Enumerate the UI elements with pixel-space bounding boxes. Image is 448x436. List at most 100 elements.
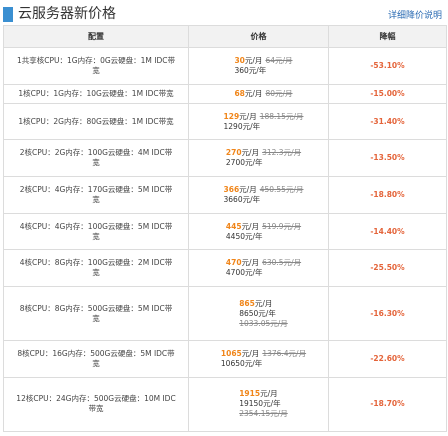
- drop-cell: -14.40%: [328, 212, 447, 251]
- price-cell: 68元/月 80元/月: [188, 83, 329, 104]
- price-cell: 30元/月 64元/月 360元/年: [188, 47, 329, 85]
- table-row: 2核CPU：4G内存：170G云硬盘：5M IDC带宽 366元/月 450.55元…: [3, 176, 447, 214]
- old-monthly-price: 519.9元/月: [262, 221, 302, 231]
- month-unit: 元/月: [260, 389, 278, 399]
- yearly-price: 3660元/年: [223, 194, 261, 204]
- month-unit: 元/月: [239, 184, 257, 194]
- table-row: 2核CPU：2G内存：100G云硬盘：4M IDC带宽 270元/月 312.3元/…: [3, 139, 447, 178]
- config-cell: 1核CPU：1G内存：10G云硬盘：1M IDC带宽: [3, 83, 189, 104]
- yearly-price: 4450元/年: [225, 231, 263, 241]
- table-row: 1核CPU：2G内存：80G云硬盘：1M IDC带宽 129元/月 188.15元/…: [3, 102, 447, 141]
- monthly-price-line: 366元/月 450.55元/月: [224, 185, 304, 195]
- price-cell: 865元/月 8650元/年 1033.05元/月: [188, 286, 329, 342]
- month-unit: 元/月: [244, 88, 263, 98]
- month-unit: 元/月: [241, 148, 260, 158]
- config-cell: 4核CPU：8G内存：100G云硬盘：2M IDC带宽: [3, 249, 189, 288]
- monthly-price-line: 445元/月 519.9元/月: [226, 222, 301, 232]
- monthly-price-line: 129元/月 188.15元/月: [224, 112, 304, 122]
- drop-cell: -25.50%: [328, 249, 447, 288]
- month-unit: 元/月: [241, 258, 260, 268]
- monthly-price-line: 30元/月 64元/月: [234, 56, 292, 66]
- price-block: 445元/月 519.9元/月 4450元/年: [226, 222, 301, 242]
- price-block: 30元/月 64元/月 360元/年: [234, 56, 292, 76]
- table-row: 4核CPU：8G内存：100G云硬盘：2M IDC带宽 470元/月 630.5元/…: [3, 249, 447, 288]
- old-monthly-price: 188.15元/月: [259, 111, 304, 121]
- table-row: 12核CPU：24G内存：500G云硬盘：10M IDC带宽 1915元/月 191…: [3, 376, 447, 433]
- title-accent-bar: [3, 7, 13, 22]
- old-monthly-price: 450.55元/月: [259, 184, 304, 194]
- price-block: 865元/月 8650元/年 1033.05元/月: [239, 299, 288, 329]
- table-row: 1核CPU：1G内存：10G云硬盘：1M IDC带宽 68元/月 80元/月 -15.…: [3, 83, 447, 104]
- drop-cell: -13.50%: [328, 139, 447, 178]
- config-cell: 1核CPU：2G内存：80G云硬盘：1M IDC带宽: [3, 102, 189, 141]
- monthly-price-line: 1915元/月: [239, 389, 288, 399]
- old-monthly-price: 64元/月: [265, 55, 293, 65]
- price-cell: 1915元/月 19150元/年 2354.15元/月: [188, 376, 329, 433]
- price-block: 366元/月 450.55元/月 3660元/年: [224, 185, 304, 205]
- table-header-row: 配置 价格 降幅: [3, 25, 447, 48]
- drop-cell: -15.00%: [328, 83, 447, 104]
- table-row: 4核CPU：4G内存：100G云硬盘：5M IDC带宽 445元/月 519.9元/…: [3, 212, 447, 251]
- new-price: 470: [225, 258, 242, 268]
- monthly-price-line: 1065元/月 1376.4元/月: [221, 349, 306, 359]
- price-cell: 445元/月 519.9元/月 4450元/年: [188, 212, 329, 251]
- config-cell: 2核CPU：4G内存：170G云硬盘：5M IDC带宽: [3, 176, 189, 214]
- drop-cell: -16.30%: [328, 286, 447, 342]
- old-monthly-price: 312.3元/月: [262, 148, 302, 158]
- config-cell: 8核CPU：16G内存：500G云硬盘：5M IDC带宽: [3, 340, 189, 378]
- config-cell: 2核CPU：2G内存：100G云硬盘：4M IDC带宽: [3, 139, 189, 178]
- old-monthly-price: 80元/月: [265, 88, 293, 98]
- config-cell: 12核CPU：24G内存：500G云硬盘：10M IDC带宽: [3, 376, 189, 433]
- month-unit: 元/月: [241, 348, 260, 358]
- monthly-price-line: 865元/月: [239, 299, 288, 309]
- new-price: 1065: [220, 348, 242, 358]
- month-unit: 元/月: [254, 298, 273, 308]
- monthly-price-line: 270元/月 312.3元/月: [226, 148, 301, 158]
- price-cell: 129元/月 188.15元/月 1290元/年: [188, 102, 329, 141]
- table-row: 1共享核CPU：1G内存：0G云硬盘：1M IDC带宽 30元/月 64元/月 360…: [3, 47, 447, 85]
- page-title: 云服务器新价格: [18, 6, 116, 22]
- new-price: 1915: [239, 389, 261, 399]
- yearly-price: 1290元/年: [223, 121, 261, 131]
- price-cell: 1065元/月 1376.4元/月 10650元/年: [188, 340, 329, 378]
- column-header-price: 价格: [188, 25, 329, 48]
- old-price-line: 2354.15元/月: [239, 409, 288, 419]
- price-block: 129元/月 188.15元/月 1290元/年: [224, 112, 304, 132]
- monthly-price-line: 470元/月 630.5元/月: [226, 258, 301, 268]
- table-row: 8核CPU：16G内存：500G云硬盘：5M IDC带宽 1065元/月 1376.…: [3, 340, 447, 378]
- old-monthly-price: 1033.05元/月: [239, 318, 288, 328]
- drop-cell: -31.40%: [328, 102, 447, 141]
- price-table: 配置 价格 降幅 1共享核CPU：1G内存：0G云硬盘：1M IDC带宽 30元/…: [3, 25, 447, 433]
- price-cell: 270元/月 312.3元/月 2700元/年: [188, 139, 329, 178]
- price-detail-link[interactable]: 详细降价说明: [387, 11, 442, 21]
- price-block: 470元/月 630.5元/月 4700元/年: [226, 258, 301, 278]
- column-header-drop: 降幅: [328, 25, 447, 48]
- config-cell: 4核CPU：4G内存：100G云硬盘：5M IDC带宽: [3, 212, 189, 251]
- old-monthly-price: 1376.4元/月: [262, 348, 307, 358]
- new-price: 68: [234, 88, 245, 98]
- month-unit: 元/月: [241, 221, 260, 231]
- table-row: 8核CPU：8G内存：500G云硬盘：5M IDC带宽 865元/月 8650元/年…: [3, 286, 447, 342]
- new-price: 30: [234, 55, 245, 65]
- price-block: 1915元/月 19150元/年 2354.15元/月: [239, 389, 288, 419]
- new-price: 129: [223, 111, 240, 121]
- old-monthly-price: 2354.15元/月: [239, 409, 288, 419]
- price-block: 1065元/月 1376.4元/月 10650元/年: [221, 349, 306, 369]
- yearly-price: 19150元/年: [239, 399, 281, 409]
- drop-cell: -22.60%: [328, 340, 447, 378]
- drop-cell: -18.70%: [328, 376, 447, 433]
- old-monthly-price: 630.5元/月: [262, 258, 302, 268]
- drop-cell: -18.80%: [328, 176, 447, 214]
- monthly-price-line: 68元/月 80元/月: [234, 89, 292, 99]
- yearly-price: 10650元/年: [220, 358, 263, 368]
- new-price: 445: [225, 221, 242, 231]
- new-price: 366: [223, 184, 240, 194]
- price-cell: 470元/月 630.5元/月 4700元/年: [188, 249, 329, 288]
- old-price-line: 1033.05元/月: [239, 319, 288, 329]
- yearly-price: 360元/年: [234, 65, 267, 75]
- yearly-price: 8650元/年: [239, 308, 276, 318]
- price-block: 270元/月 312.3元/月 2700元/年: [226, 148, 301, 168]
- column-header-config: 配置: [3, 25, 189, 48]
- new-price: 865: [239, 298, 255, 308]
- section-header: 云服务器新价格 详细降价说明: [0, 0, 448, 30]
